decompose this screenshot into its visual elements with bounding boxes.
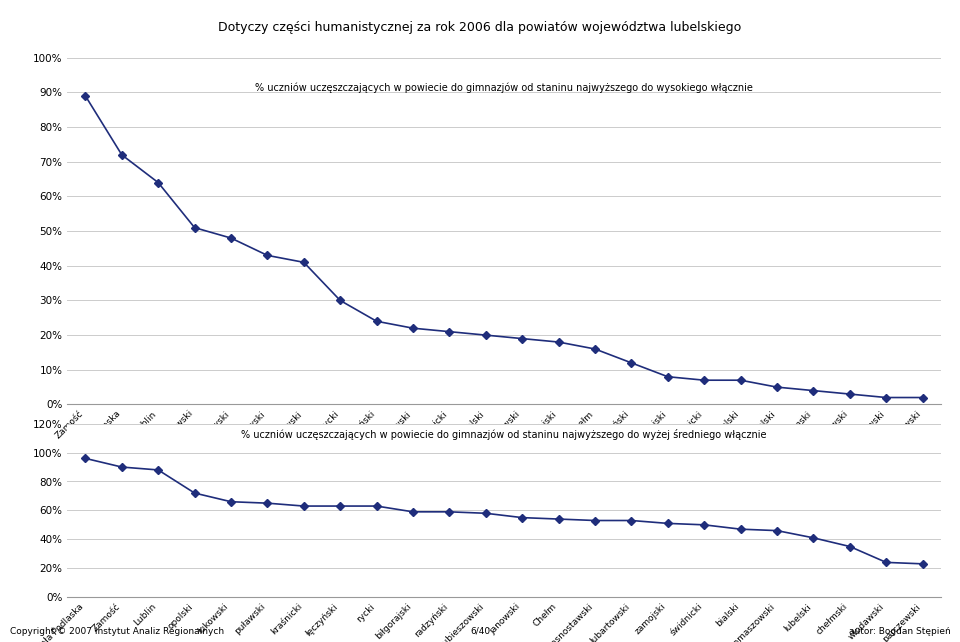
- Text: % uczniów uczęszczających w powiecie do gimnazjów od staninu najwyższego do wyso: % uczniów uczęszczających w powiecie do …: [255, 82, 753, 92]
- Text: % uczniów uczęszczających w powiecie do gimnazjów od staninu najwyższego do wyże: % uczniów uczęszczających w powiecie do …: [241, 429, 767, 440]
- Text: 6/40: 6/40: [470, 627, 490, 636]
- Text: Copyright © 2007 Instytut Analiz Regionalnych: Copyright © 2007 Instytut Analiz Regiona…: [10, 627, 224, 636]
- Text: autor: Bogdan Stępień: autor: Bogdan Stępień: [849, 627, 950, 636]
- Text: Dotyczy części humanistycznej za rok 2006 dla powiatów województwa lubelskiego: Dotyczy części humanistycznej za rok 200…: [218, 21, 742, 33]
